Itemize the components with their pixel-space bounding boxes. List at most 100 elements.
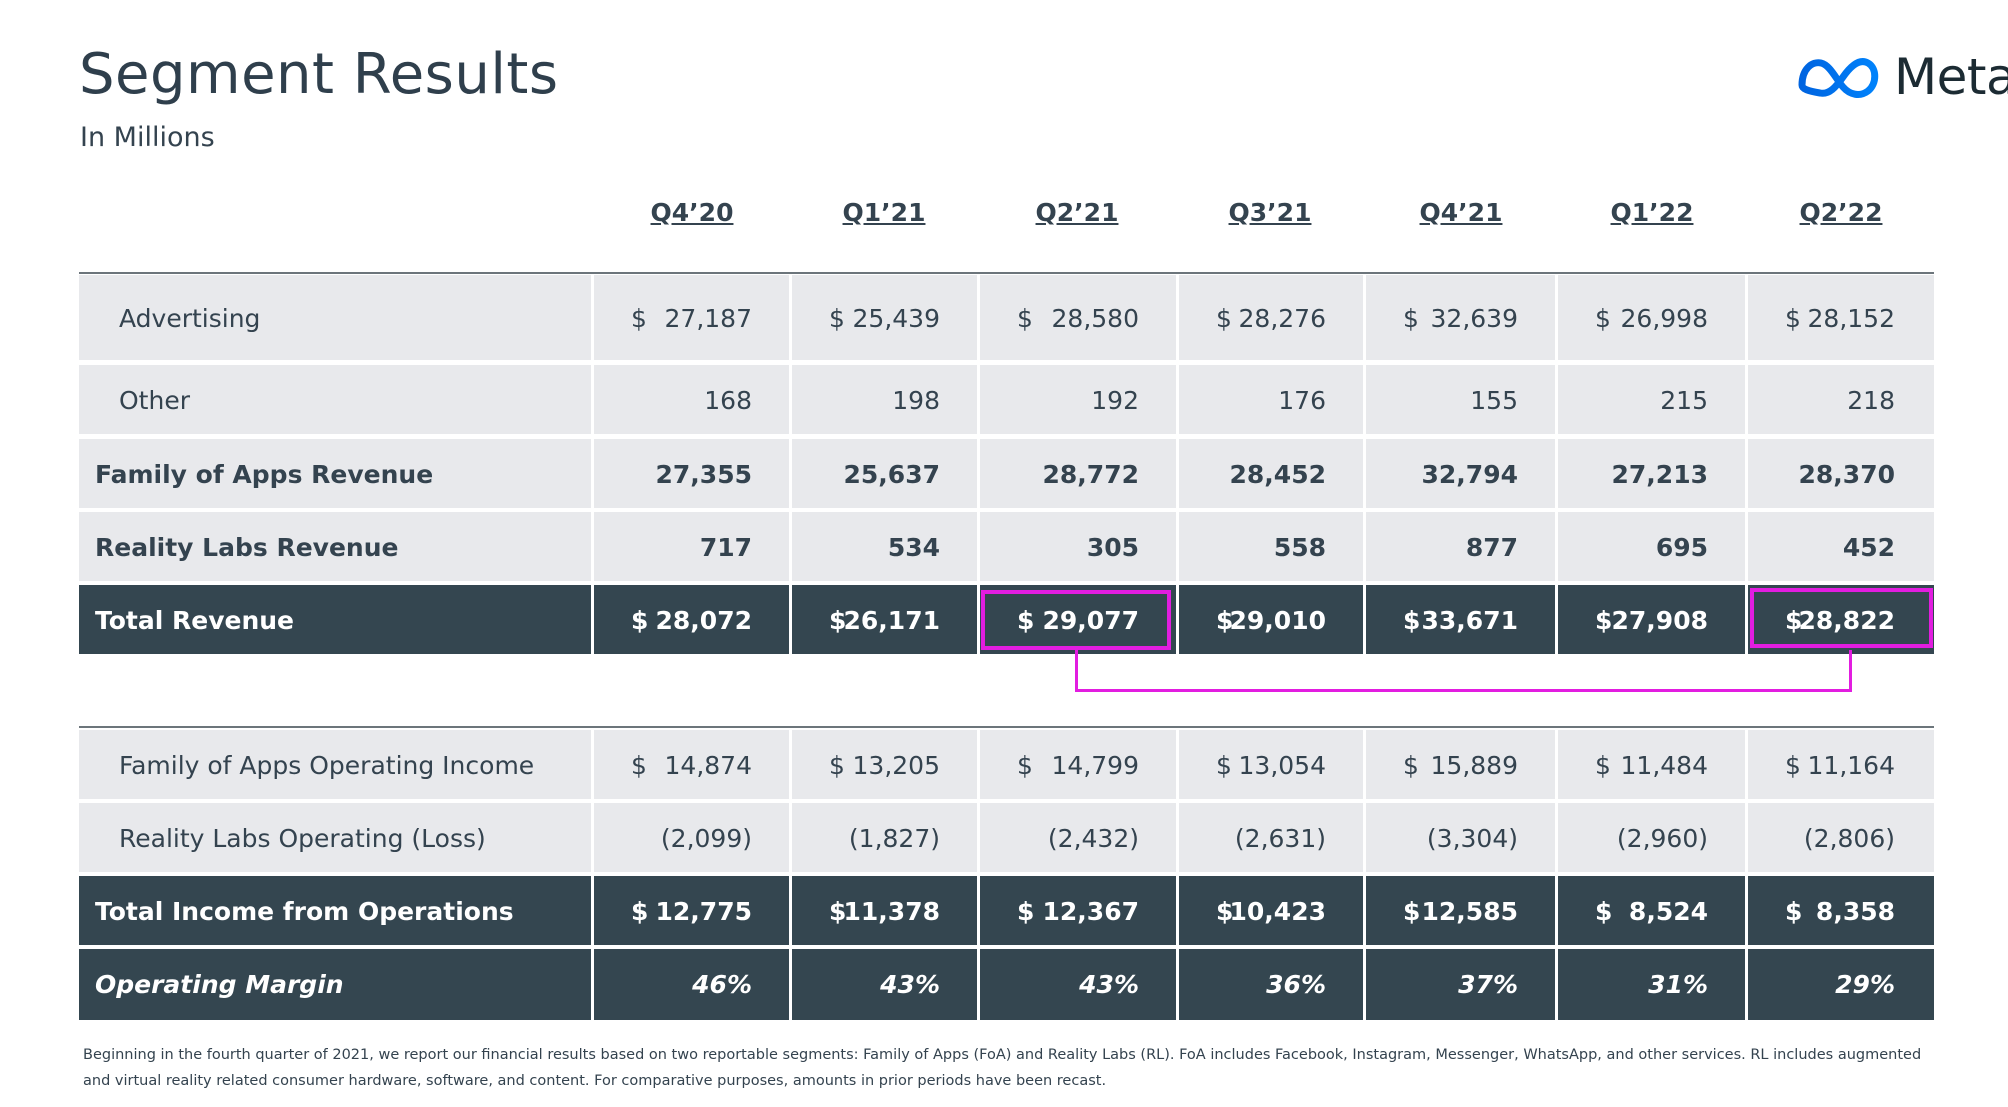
column-separator: [1363, 876, 1366, 947]
table-cell: $8,524: [1557, 876, 1747, 947]
column-separator: [1176, 949, 1179, 1020]
currency-symbol: $: [631, 304, 647, 333]
cell-value: 27,187: [664, 304, 752, 333]
table-cell: 29%: [1747, 949, 1934, 1020]
table-cell: $13,205: [791, 730, 979, 801]
column-separator: [1363, 275, 1366, 362]
column-separator: [789, 439, 792, 510]
table-cell: 717: [593, 512, 791, 583]
cell-value: 8,358: [1815, 897, 1895, 926]
highlight-box-q2-21: [981, 590, 1171, 650]
table-cell: $28,580: [979, 275, 1178, 362]
column-separator: [1555, 439, 1558, 510]
table-cell: 37%: [1365, 949, 1557, 1020]
table-cell: $29,010: [1178, 585, 1365, 656]
column-separator: [977, 803, 980, 874]
table-cell: (2,960): [1557, 803, 1747, 874]
column-separator: [1176, 275, 1179, 362]
cell-value: 198: [892, 386, 940, 415]
cell-value: 26,171: [843, 606, 940, 635]
column-separator: [977, 365, 980, 436]
page-subtitle: In Millions: [80, 122, 215, 153]
column-separator: [1363, 949, 1366, 1020]
column-separator: [1555, 275, 1558, 362]
table-cell: $27,908: [1557, 585, 1747, 656]
table-cell: 43%: [979, 949, 1178, 1020]
currency-symbol: $: [1785, 304, 1801, 333]
cell-value: 15,889: [1430, 751, 1518, 780]
table-cell: 27,213: [1557, 439, 1747, 510]
table-cell: 36%: [1178, 949, 1365, 1020]
cell-value: 29,077: [1042, 606, 1139, 635]
column-separator: [789, 512, 792, 583]
column-header: Q2’22: [1799, 198, 1883, 227]
table-row: Family of Apps Revenue 27,355 25,637 28,772…: [79, 439, 1934, 510]
column-separator: [1363, 365, 1366, 436]
cell-value: 12,585: [1421, 897, 1518, 926]
row-label: Other: [119, 386, 190, 415]
table-cell: (2,806): [1747, 803, 1934, 874]
currency-symbol: $: [829, 304, 845, 333]
row-separator: [79, 360, 1934, 362]
table-row: Other 168 198 192 176 155 215 218: [79, 365, 1934, 436]
table-cell: $28,822: [1747, 585, 1934, 656]
currency-symbol: $: [1403, 751, 1419, 780]
cell-value: 28,822: [1798, 606, 1895, 635]
table-row: Total Income from Operations $12,775 $11,3…: [79, 876, 1934, 947]
column-separator: [1555, 803, 1558, 874]
column-separator: [789, 876, 792, 947]
column-separator: [1745, 439, 1748, 510]
currency-symbol: $: [1403, 897, 1421, 926]
row-label: Total Revenue: [95, 606, 295, 635]
cell-value: 13,054: [1238, 751, 1326, 780]
cell-value: 305: [1086, 533, 1139, 562]
column-separator: [789, 275, 792, 362]
column-separator: [1745, 512, 1748, 583]
cell-value: 12,367: [1042, 897, 1139, 926]
column-separator: [1176, 803, 1179, 874]
table-cell: 25,637: [791, 439, 979, 510]
column-separator: [789, 803, 792, 874]
row-label: Reality Labs Operating (Loss): [119, 824, 486, 853]
table-cell: $12,367: [979, 876, 1178, 947]
page-title: Segment Results: [79, 42, 559, 107]
table-cell: 877: [1365, 512, 1557, 583]
currency-symbol: $: [829, 606, 847, 635]
row-label: Advertising: [119, 304, 261, 333]
row-separator: [79, 434, 1934, 436]
cell-value: 25,439: [852, 304, 940, 333]
cell-value: 155: [1470, 386, 1518, 415]
column-separator: [1745, 585, 1748, 656]
column-separator: [1363, 730, 1366, 801]
cell-value: 37%: [1458, 970, 1518, 999]
table-cell: $11,164: [1747, 730, 1934, 801]
column-separator: [977, 585, 980, 656]
column-separator: [1363, 512, 1366, 583]
cell-value: 31%: [1648, 970, 1708, 999]
currency-symbol: $: [1785, 897, 1803, 926]
column-separator: [1555, 876, 1558, 947]
column-separator: [591, 730, 594, 801]
table-row: Reality Labs Revenue 717 534 305 558 877 695 45…: [79, 512, 1934, 583]
cell-value: 717: [699, 533, 752, 562]
cell-value: 28,276: [1238, 304, 1326, 333]
cell-value: 28,580: [1051, 304, 1139, 333]
table-cell: $26,998: [1557, 275, 1747, 362]
row-label: Operating Margin: [95, 970, 344, 999]
table-cell: 305: [979, 512, 1178, 583]
meta-infinity-icon: [1798, 58, 1879, 98]
table-cell: $32,639: [1365, 275, 1557, 362]
table-cell: 198: [791, 365, 979, 436]
cell-value: 215: [1660, 386, 1708, 415]
column-separator: [977, 949, 980, 1020]
cell-value: 25,637: [843, 460, 940, 489]
currency-symbol: $: [829, 897, 847, 926]
cell-value: 14,874: [664, 751, 752, 780]
table-cell: $14,799: [979, 730, 1178, 801]
table-cell: 695: [1557, 512, 1747, 583]
table-cell: $14,874: [593, 730, 791, 801]
table-row: Advertising $27,187 $25,439 $28,580 $28,276 $…: [79, 275, 1934, 362]
table-cell: (2,099): [593, 803, 791, 874]
column-separator: [1555, 365, 1558, 436]
cell-value: 695: [1655, 533, 1708, 562]
